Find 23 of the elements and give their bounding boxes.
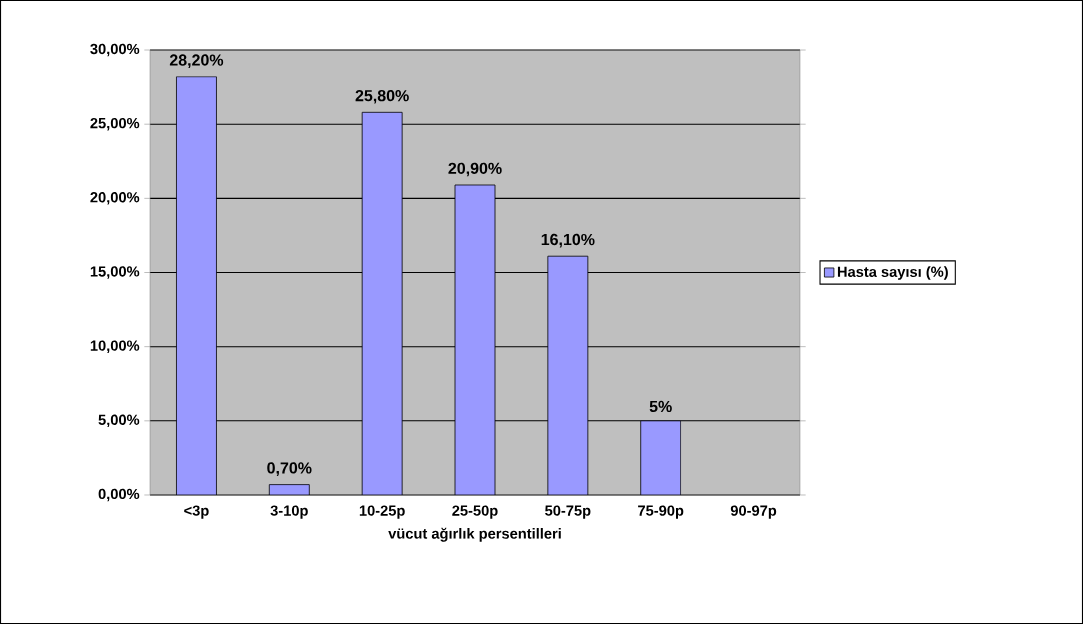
data-label: 5% — [649, 400, 672, 413]
y-tick-label: 0,00% — [98, 488, 140, 502]
x-axis-title: vücut ağırlık persentilleri — [388, 527, 561, 542]
data-label: 0,70% — [267, 462, 312, 476]
y-tick-label: 30,00% — [90, 43, 140, 57]
y-tick-label: 15,00% — [90, 266, 140, 279]
bar — [268, 484, 310, 495]
data-label: 28,20% — [169, 54, 224, 68]
x-tick-label: 50-75p — [545, 505, 591, 519]
y-tick-label: 10,00% — [90, 340, 140, 353]
y-tick-label: 5,00% — [98, 414, 140, 428]
y-tick-label: 20,00% — [90, 192, 140, 205]
x-tick-label: 3-10p — [270, 505, 308, 519]
legend-label: Hasta sayısı (%) — [837, 266, 948, 280]
x-tick-label: 10-25p — [359, 505, 405, 519]
x-tick-label: 25-50p — [452, 505, 498, 519]
data-label: 25,80% — [355, 89, 409, 104]
x-tick-label: 90-97p — [730, 505, 777, 519]
x-tick-label: <3p — [184, 505, 209, 519]
data-label: 16,10% — [541, 233, 595, 248]
y-tick-label: 25,00% — [90, 117, 140, 131]
x-tick-label: 75-90p — [638, 505, 684, 519]
data-label: 20,90% — [448, 162, 502, 177]
